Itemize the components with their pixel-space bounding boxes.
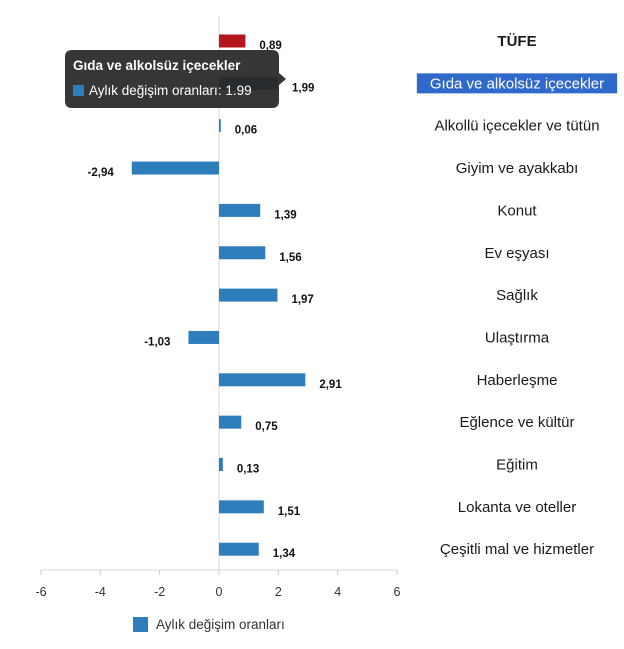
value-label: 0,06 [235, 125, 257, 137]
bar[interactable] [131, 161, 219, 175]
legend-swatch[interactable] [133, 617, 148, 632]
value-label: -2,94 [88, 167, 115, 179]
category-label[interactable]: Eğlence ve kültür [459, 414, 574, 431]
legend[interactable]: Aylık değişim oranları [133, 617, 285, 632]
tooltip-series-swatch [73, 85, 84, 96]
category-label[interactable]: Alkollü içecekler ve tütün [434, 118, 599, 135]
value-label: 0,75 [255, 421, 278, 433]
value-label: 0,13 [237, 464, 259, 476]
x-tick-label: -2 [154, 585, 165, 599]
category-label[interactable]: TÜFE [497, 33, 536, 50]
value-label: 0,89 [259, 40, 281, 52]
value-label: 1,34 [273, 548, 296, 560]
tooltip-series-label: Aylık değişim oranları: 1.99 [89, 83, 252, 98]
category-label-highlight [416, 73, 618, 94]
tooltip-series-name: Aylık değişim oranları [89, 83, 218, 98]
tooltip-value: 1.99 [225, 83, 251, 98]
bar[interactable] [219, 203, 261, 217]
bar[interactable] [188, 330, 219, 344]
category-label[interactable]: Haberleşme [477, 372, 558, 389]
category-label[interactable]: Ulaştırma [485, 329, 550, 346]
value-labels-layer: 0,89 1,99 0,06 -2,94 1,39 1,56 1,97 -1,03 2,91 0,… [88, 40, 343, 560]
category-label[interactable]: Giyim ve ayakkabı [456, 160, 579, 177]
bar[interactable] [219, 119, 221, 133]
value-label: 2,91 [319, 379, 342, 391]
bar[interactable] [219, 373, 306, 387]
bar[interactable] [219, 458, 223, 471]
category-label[interactable]: Çeşitli mal ve hizmetler [440, 541, 594, 558]
value-label: 1,56 [279, 252, 301, 264]
bar[interactable] [219, 246, 266, 260]
category-label[interactable]: Lokanta ve oteller [458, 499, 576, 516]
x-tick-label: -4 [95, 585, 106, 599]
value-label: 1,51 [278, 506, 301, 518]
value-label: -1,03 [144, 336, 170, 348]
x-tick-labels-layer: -6 -4 -2 0 2 4 6 [35, 570, 401, 599]
category-label[interactable]: Gıda ve alkolsüz içecekler [430, 75, 604, 92]
category-labels-layer: TÜFE Gıda ve alkolsüz içecekler Alkollü iç… [416, 33, 618, 558]
value-label: 1,97 [291, 294, 313, 306]
tooltip-title: Gıda ve alkolsüz içecekler [73, 58, 241, 73]
x-tick-label: -6 [35, 585, 46, 599]
value-label: 1,99 [292, 82, 314, 94]
category-label[interactable]: Konut [497, 202, 537, 219]
value-label: 1,39 [274, 209, 296, 221]
bar[interactable] [219, 500, 264, 514]
tooltip-box [65, 50, 286, 108]
tooltip-separator: : [218, 83, 226, 98]
x-tick-label: 4 [334, 585, 341, 599]
tooltip: Gıda ve alkolsüz içecekler Aylık değişim… [65, 50, 286, 108]
bar[interactable] [219, 34, 246, 48]
bar[interactable] [219, 542, 259, 556]
category-label[interactable]: Ev eşyası [484, 245, 549, 262]
legend-label[interactable]: Aylık değişim oranları [156, 617, 285, 632]
category-label[interactable]: Eğitim [496, 457, 538, 474]
x-tick-label: 0 [216, 585, 223, 599]
bar[interactable] [219, 415, 242, 429]
x-tick-label: 6 [394, 585, 401, 599]
category-label[interactable]: Sağlık [496, 287, 538, 304]
bar[interactable] [219, 288, 278, 302]
x-tick-label: 2 [275, 585, 282, 599]
